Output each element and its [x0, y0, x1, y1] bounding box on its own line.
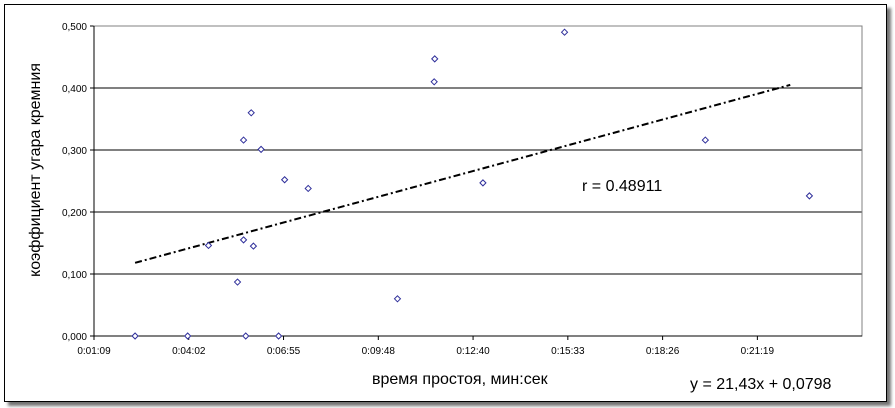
y-tick-label: 0,000 [62, 332, 87, 343]
y-tick-label: 0,500 [62, 22, 87, 33]
x-tick-label: 0:09:48 [362, 346, 396, 357]
y-tick-label: 0,100 [62, 270, 87, 281]
plot-area-border [93, 25, 863, 337]
y-tick-label: 0,400 [62, 84, 87, 95]
data-point [393, 295, 402, 303]
x-tick-label: 0:21:19 [741, 346, 775, 357]
grid-layer [90, 25, 863, 337]
data-points [131, 28, 814, 340]
data-point [257, 145, 265, 154]
data-point [239, 236, 248, 244]
chart-frame: 0,000 0,100 0,200 0,300 0,400 0,500 0:01:09 0:… [4, 4, 887, 402]
data-point [242, 332, 250, 340]
data-point [280, 176, 289, 184]
x-tick-label: 0:15:33 [551, 346, 585, 357]
data-point [183, 332, 192, 340]
x-tick-label: 0:18:26 [646, 346, 680, 357]
data-point [233, 278, 242, 286]
y-axis-title: коэффициент угара кремния [27, 63, 44, 277]
x-axis-title: время простоя, мин:сек [372, 371, 549, 388]
data-point [239, 136, 248, 144]
data-point [304, 184, 312, 193]
y-tick-label: 0,200 [62, 208, 87, 219]
data-point [274, 332, 283, 340]
data-point [431, 55, 439, 63]
data-point [249, 242, 258, 250]
correlation-annotation: r = 0.48911 [582, 178, 662, 195]
trendline [134, 83, 791, 264]
x-tick-label: 0:04:02 [172, 346, 206, 357]
data-point [204, 241, 213, 250]
x-tick-label: 0:12:40 [456, 346, 490, 357]
y-tick-label: 0,300 [62, 146, 87, 157]
trendline-layer [134, 83, 791, 264]
x-tick-label: 0:06:55 [267, 346, 301, 357]
data-point [131, 332, 139, 340]
trendline-equation: y = 21,43x + 0,0798 [690, 376, 832, 393]
data-point [560, 28, 569, 36]
data-point [805, 192, 814, 200]
data-point [247, 109, 255, 117]
data-point [479, 179, 487, 187]
x-tick-labels: 0:01:09 0:04:02 0:06:55 0:09:48 0:12:40 0:15:… [77, 336, 774, 357]
data-point [701, 136, 710, 144]
data-point [430, 78, 438, 86]
x-tick-label: 0:01:09 [77, 346, 111, 357]
y-tick-labels: 0,000 0,100 0,200 0,300 0,400 0,500 [62, 22, 87, 343]
